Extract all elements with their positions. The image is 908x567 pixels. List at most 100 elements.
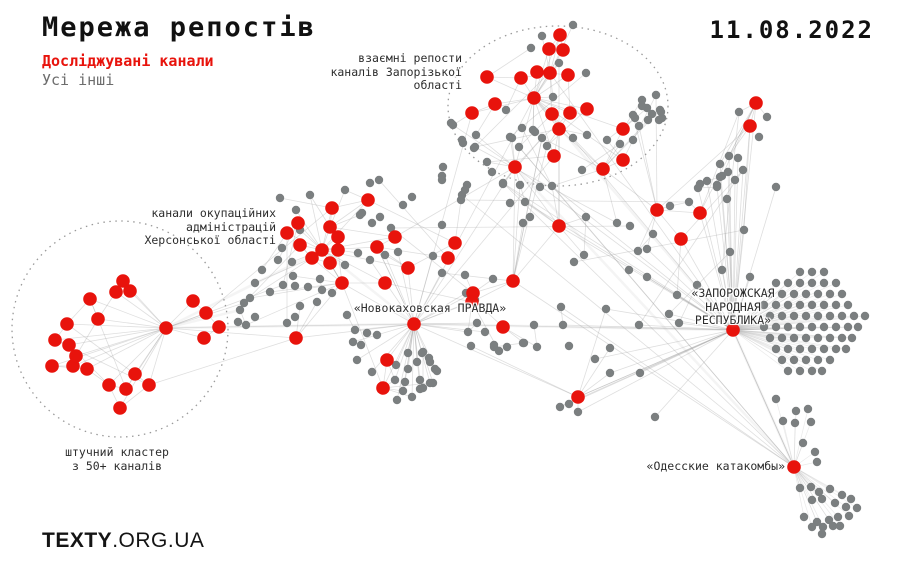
channel-node-other xyxy=(807,344,817,354)
channel-node-other xyxy=(556,302,566,312)
channel-node-other xyxy=(412,357,422,367)
repost-edge xyxy=(68,327,167,346)
repost-edge xyxy=(732,276,751,331)
repost-edge xyxy=(354,323,415,331)
repost-edge xyxy=(646,276,734,331)
repost-edge xyxy=(775,398,795,468)
page-title: Мережа репостів xyxy=(42,12,316,43)
channel-node-studied xyxy=(480,70,494,84)
repost-edge xyxy=(793,466,858,509)
channel-node-other xyxy=(803,404,813,414)
repost-edge xyxy=(165,312,207,329)
channel-node-other xyxy=(771,394,781,404)
channel-node-other xyxy=(458,138,468,148)
channel-node-other xyxy=(812,457,822,467)
channel-node-other xyxy=(648,229,658,239)
repost-edge xyxy=(583,216,587,256)
channel-node-other xyxy=(837,289,847,299)
channel-node-other xyxy=(365,178,375,188)
repost-edge xyxy=(413,323,734,331)
repost-edge xyxy=(577,347,611,398)
repost-edge xyxy=(721,111,740,271)
channel-node-studied xyxy=(616,153,630,167)
channel-node-other xyxy=(362,328,372,338)
channel-node-other xyxy=(849,311,859,321)
repost-edge xyxy=(732,315,831,331)
channel-node-other xyxy=(824,515,834,525)
channel-node-other xyxy=(573,407,583,417)
repost-edge xyxy=(411,323,415,398)
channel-node-other xyxy=(448,120,458,130)
repost-edge xyxy=(732,329,795,468)
channel-node-other xyxy=(353,248,363,258)
repost-edge xyxy=(533,97,604,170)
channel-node-other xyxy=(519,338,529,348)
repost-edge xyxy=(329,199,369,228)
channel-node-other xyxy=(771,300,781,310)
channel-node-other xyxy=(795,300,805,310)
channel-node-other xyxy=(380,250,390,260)
channel-node-studied xyxy=(113,401,127,415)
repost-edge xyxy=(533,97,624,130)
channel-node-other xyxy=(777,289,787,299)
repost-edge xyxy=(732,293,783,331)
repost-edge xyxy=(367,199,456,244)
channel-node-other xyxy=(723,167,733,177)
repost-edge xyxy=(376,246,415,325)
channel-node-other xyxy=(303,282,313,292)
channel-node-other xyxy=(651,90,661,100)
channel-node-other xyxy=(789,311,799,321)
repost-edge xyxy=(390,227,474,294)
channel-node-studied xyxy=(128,367,142,381)
channel-node-other xyxy=(817,494,827,504)
channel-node-other xyxy=(795,366,805,376)
repost-edge xyxy=(732,304,777,331)
repost-edge xyxy=(512,137,543,282)
channel-node-other xyxy=(466,341,476,351)
repost-edge xyxy=(321,199,369,251)
repost-edge xyxy=(352,323,415,343)
channel-node-studied xyxy=(323,256,337,270)
channel-node-other xyxy=(407,392,417,402)
repost-edge xyxy=(602,168,658,211)
channel-node-other xyxy=(759,300,769,310)
repost-edge xyxy=(249,257,313,299)
channel-node-other xyxy=(777,355,787,365)
repost-edge xyxy=(605,308,734,331)
repost-edge xyxy=(384,254,415,325)
channel-node-other xyxy=(837,333,847,343)
repost-edge xyxy=(680,238,734,331)
channel-node-other xyxy=(837,311,847,321)
channel-node-other xyxy=(432,366,442,376)
channel-node-other xyxy=(463,327,473,337)
channel-node-other xyxy=(257,265,267,275)
channel-node-other xyxy=(715,159,725,169)
channel-node-studied xyxy=(547,149,561,163)
channel-node-other xyxy=(730,175,740,185)
channel-node-other xyxy=(425,378,435,388)
repost-edge xyxy=(329,226,396,238)
repost-edge xyxy=(486,76,535,99)
channel-node-other xyxy=(665,201,675,211)
repost-edge xyxy=(732,293,843,331)
channel-node-other xyxy=(342,310,352,320)
repost-edge xyxy=(371,323,415,373)
channel-node-other xyxy=(801,333,811,343)
channel-node-other xyxy=(628,110,638,120)
repost-edge xyxy=(577,329,734,413)
repost-edge xyxy=(75,318,99,357)
repost-edge xyxy=(732,315,783,331)
annotation-zaporozhskaya-narodnaya-respublika: «ЗАПОРОЖСКАЯ НАРОДНАЯ РЕСПУБЛИКА» xyxy=(691,286,775,327)
channel-node-other xyxy=(615,139,625,149)
channel-node-studied xyxy=(448,236,462,250)
channel-node-other xyxy=(488,274,498,284)
channel-node-other xyxy=(601,304,611,314)
channel-node-other xyxy=(250,312,260,322)
repost-edge xyxy=(581,143,621,171)
channel-node-other xyxy=(374,175,384,185)
channel-node-other xyxy=(425,357,435,367)
channel-node-other xyxy=(437,220,447,230)
channel-node-other xyxy=(612,218,622,228)
channel-node-other xyxy=(722,194,732,204)
channel-node-other xyxy=(754,132,764,142)
